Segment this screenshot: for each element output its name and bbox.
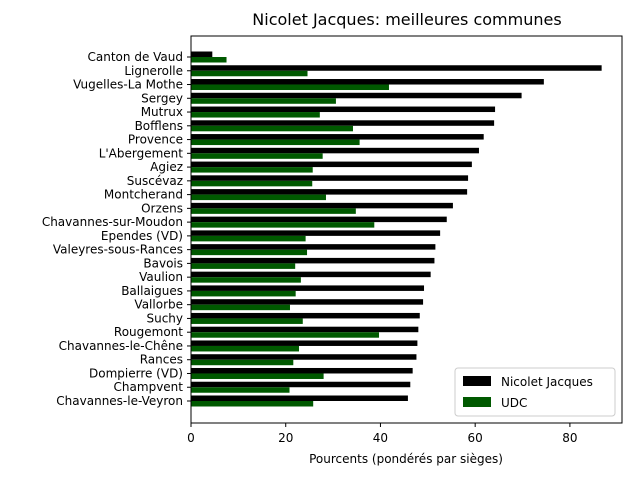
y-tick-label: Chavannes-sur-Moudon: [42, 215, 183, 229]
bar-udc-5: [191, 125, 353, 132]
legend-box: [454, 367, 616, 417]
bar-nicolet-15: [191, 257, 435, 264]
bar-nicolet-13: [191, 230, 441, 236]
bar-udc-6: [191, 139, 360, 146]
bar-nicolet-18: [191, 299, 424, 305]
bar-udc-2: [191, 84, 389, 91]
bar-udc-16: [191, 277, 301, 283]
legend-swatch-nicolet: [463, 376, 491, 386]
y-tick-label: Chavannes-le-Veyron: [56, 394, 183, 408]
legend-swatch-udc: [463, 397, 491, 407]
bar-nicolet-3: [191, 92, 522, 99]
bar-udc-20: [191, 332, 380, 338]
y-tick-label: Montcherand: [104, 188, 183, 202]
y-tick-label: Sergey: [141, 91, 183, 105]
y-tick-label: Agiez: [150, 160, 183, 174]
bar-nicolet-7: [191, 147, 479, 154]
x-ticks-group: 0 20 40 60 80: [187, 423, 578, 445]
y-tick-label: Ependes (VD): [101, 229, 183, 243]
bar-udc-15: [191, 263, 296, 269]
y-tick-label: Vugelles-La Mothe: [73, 78, 183, 92]
bar-udc-25: [191, 401, 314, 407]
bar-nicolet-9: [191, 175, 469, 181]
bar-nicolet-20: [191, 326, 419, 333]
x-tick-label: 0: [187, 431, 195, 445]
bar-udc-11: [191, 208, 356, 214]
bar-udc-9: [191, 180, 313, 187]
y-tick-label: Provence: [128, 133, 183, 147]
bar-nicolet-4: [191, 106, 496, 113]
bar-nicolet-16: [191, 271, 431, 278]
bar-nicolet-19: [191, 312, 420, 319]
bar-udc-22: [191, 359, 294, 366]
bar-nicolet-1: [191, 65, 602, 71]
bar-nicolet-25: [191, 395, 408, 401]
y-tick-label: Suchy: [146, 311, 183, 325]
bar-udc-1: [191, 70, 308, 77]
y-tick-label: Mutrux: [141, 105, 183, 119]
bar-nicolet-23: [191, 367, 413, 374]
y-tick-label: Lignerolle: [124, 64, 183, 78]
y-tick-label: Bofflens: [135, 119, 183, 133]
bar-udc-18: [191, 304, 290, 311]
x-tick-label: 40: [373, 431, 388, 445]
bar-nicolet-11: [191, 202, 453, 209]
bar-udc-12: [191, 222, 375, 228]
bar-udc-17: [191, 290, 296, 297]
y-tick-label: Orzens: [141, 201, 183, 215]
bar-udc-14: [191, 249, 308, 256]
bar-nicolet-14: [191, 244, 436, 250]
bars-group: [191, 51, 602, 407]
bar-nicolet-2: [191, 79, 544, 85]
bar-udc-21: [191, 345, 299, 352]
bar-udc-23: [191, 373, 324, 379]
x-axis-label: Pourcents (pondérés par sièges): [309, 452, 503, 466]
y-tick-label: Vaulion: [139, 270, 183, 284]
bar-udc-0: [191, 57, 227, 63]
legend-label-udc: UDC: [501, 396, 527, 410]
bar-nicolet-5: [191, 120, 495, 126]
bar-nicolet-24: [191, 381, 411, 388]
legend-label-nicolet: Nicolet Jacques: [501, 375, 593, 389]
bar-udc-3: [191, 98, 336, 104]
y-tick-label: Canton de Vaud: [88, 50, 183, 64]
y-tick-label: Suscévaz: [127, 174, 183, 188]
x-tick-label: 80: [562, 431, 577, 445]
y-tick-label: Chavannes-le-Chêne: [59, 339, 183, 353]
bar-nicolet-6: [191, 134, 484, 140]
y-tick-label: Bavois: [143, 256, 183, 270]
bar-udc-24: [191, 387, 290, 393]
y-tick-label: Rances: [140, 353, 183, 367]
bar-udc-8: [191, 167, 313, 173]
y-tick-label: Rougemont: [114, 325, 183, 339]
legend: Nicolet Jacques UDC: [454, 367, 616, 417]
y-tick-label: Vallorbe: [134, 298, 183, 312]
x-tick-label: 20: [278, 431, 293, 445]
bar-udc-10: [191, 194, 326, 201]
y-tick-label: Ballaigues: [121, 284, 183, 298]
bar-udc-13: [191, 235, 306, 242]
bar-nicolet-17: [191, 285, 425, 291]
bar-nicolet-21: [191, 340, 418, 346]
bar-nicolet-0: [191, 51, 213, 57]
y-tick-label: Dompierre (VD): [89, 366, 183, 380]
bar-nicolet-12: [191, 216, 447, 223]
bar-nicolet-22: [191, 354, 417, 360]
y-tick-label: Champvent: [114, 380, 184, 394]
bar-udc-19: [191, 318, 303, 324]
bar-nicolet-10: [191, 189, 468, 195]
x-tick-label: 60: [468, 431, 483, 445]
y-tick-label: L'Abergement: [99, 146, 184, 160]
plot-frame: [190, 35, 623, 424]
bar-udc-7: [191, 153, 323, 159]
chart-title: Nicolet Jacques: meilleures communes: [252, 10, 561, 29]
y-tick-label: Valeyres-sous-Rances: [53, 243, 183, 257]
bar-nicolet-8: [191, 161, 472, 168]
bar-udc-4: [191, 112, 320, 118]
